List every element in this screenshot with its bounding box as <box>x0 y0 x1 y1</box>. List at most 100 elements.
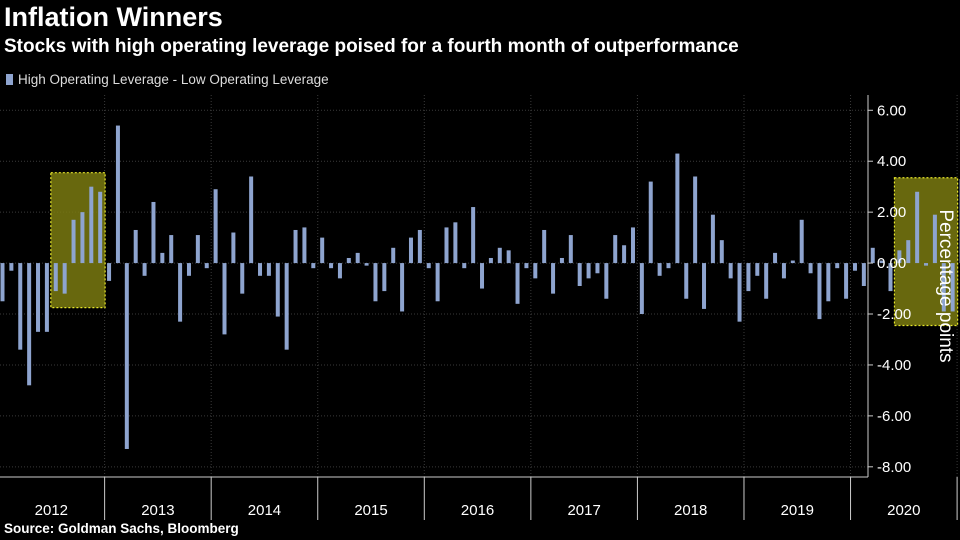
bar <box>231 233 235 264</box>
bar <box>418 230 422 263</box>
year-label: 2017 <box>567 502 600 519</box>
y-tick-label: 2.00 <box>877 204 906 221</box>
bar <box>107 263 111 281</box>
bar <box>542 230 546 263</box>
bar <box>409 238 413 263</box>
bar <box>356 253 360 263</box>
bar <box>738 263 742 322</box>
bar <box>116 126 120 264</box>
gridlines <box>0 95 957 477</box>
bar <box>249 176 253 263</box>
bar <box>134 230 138 263</box>
bar <box>45 263 49 332</box>
bar <box>587 263 591 278</box>
bar <box>711 215 715 263</box>
bar <box>54 263 58 291</box>
bar <box>311 263 315 268</box>
bar <box>649 182 653 263</box>
bar <box>445 227 449 263</box>
bar <box>569 235 573 263</box>
bar <box>329 263 333 268</box>
bar <box>693 176 697 263</box>
bar <box>276 263 280 316</box>
year-label: 2015 <box>354 502 387 519</box>
bar <box>924 263 928 266</box>
bar <box>400 263 404 311</box>
bar <box>196 235 200 263</box>
year-label: 2020 <box>887 502 920 519</box>
bar <box>36 263 40 332</box>
bar <box>720 240 724 263</box>
bar <box>178 263 182 322</box>
bar <box>489 258 493 263</box>
bar <box>667 263 671 268</box>
bar <box>373 263 377 301</box>
bar <box>533 263 537 278</box>
bar <box>640 263 644 314</box>
bar <box>63 263 67 294</box>
bar <box>294 230 298 263</box>
bar <box>160 253 164 263</box>
y-axis-title: Percentage points <box>935 209 956 362</box>
bar <box>604 263 608 299</box>
bar <box>826 263 830 301</box>
bar <box>365 263 369 266</box>
highlight-boxes <box>51 173 958 326</box>
bar <box>578 263 582 286</box>
bar <box>302 227 306 263</box>
bar <box>18 263 22 350</box>
bar <box>427 263 431 268</box>
bar <box>125 263 129 449</box>
year-label: 2019 <box>781 502 814 519</box>
bar <box>658 263 662 276</box>
bar <box>320 238 324 263</box>
bar <box>240 263 244 294</box>
bar <box>27 263 31 385</box>
year-label: 2012 <box>35 502 68 519</box>
bar <box>675 154 679 264</box>
bar <box>560 258 564 263</box>
bar <box>764 263 768 299</box>
bar <box>258 263 262 276</box>
bar <box>285 263 289 350</box>
bar <box>267 263 271 276</box>
bar <box>151 202 155 263</box>
bars <box>1 126 960 449</box>
bar <box>800 220 804 263</box>
bar <box>622 245 626 263</box>
bar <box>702 263 706 309</box>
year-label: 2016 <box>461 502 494 519</box>
bar <box>551 263 555 294</box>
bar <box>72 220 76 263</box>
bar <box>782 263 786 278</box>
bar <box>915 192 919 263</box>
bar <box>729 263 733 278</box>
y-tick-label: -8.00 <box>877 459 911 476</box>
bar <box>89 187 93 263</box>
bar <box>80 212 84 263</box>
bar <box>862 263 866 286</box>
y-tick-label: 6.00 <box>877 102 906 119</box>
bar <box>844 263 848 299</box>
source-note: Source: Goldman Sachs, Bloomberg <box>4 521 239 536</box>
highlight-box-1 <box>51 173 105 308</box>
bar <box>480 263 484 288</box>
y-tick-label: -4.00 <box>877 357 911 374</box>
bar <box>516 263 520 304</box>
bar <box>853 263 857 271</box>
bar <box>746 263 750 291</box>
bar <box>809 263 813 273</box>
bar <box>524 263 528 268</box>
bar <box>382 263 386 291</box>
bar <box>9 263 13 271</box>
bar <box>471 207 475 263</box>
bar <box>817 263 821 319</box>
bar <box>347 258 351 263</box>
y-tick-label: -2.00 <box>877 306 911 323</box>
y-tick-label: -6.00 <box>877 408 911 425</box>
bar <box>773 253 777 263</box>
bar <box>684 263 688 299</box>
bar <box>462 263 466 268</box>
bar <box>791 261 795 264</box>
